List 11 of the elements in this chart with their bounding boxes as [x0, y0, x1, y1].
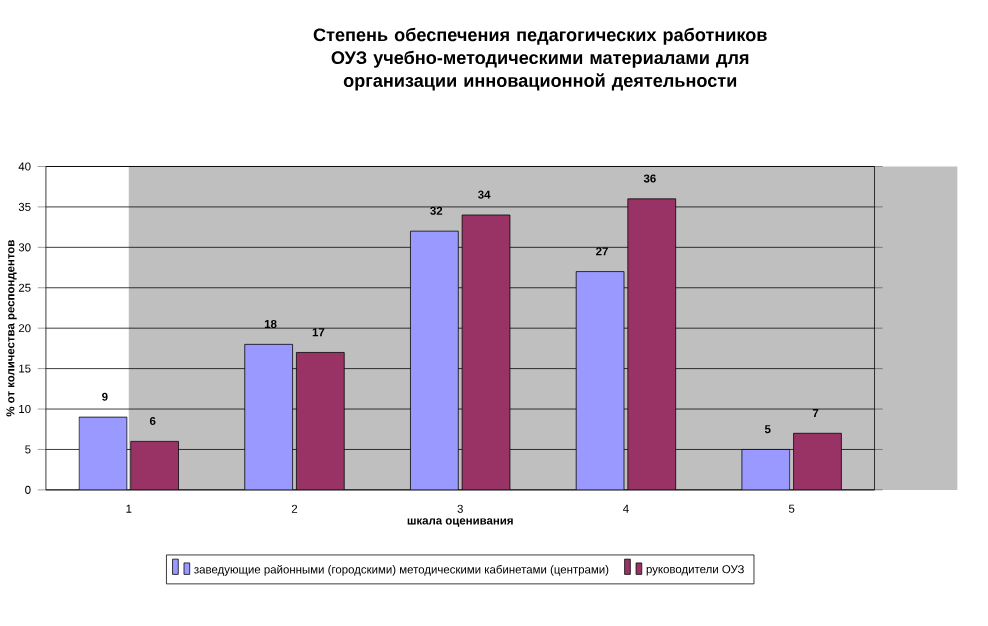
- bar: [741, 449, 791, 491]
- bar: [575, 271, 625, 491]
- bar: [78, 416, 128, 491]
- bar: [793, 433, 842, 491]
- bar: [244, 344, 293, 491]
- bar: [461, 214, 511, 491]
- chart-title: Степень обеспечения педагогических работников ОУЗ учебно-методическими материалами для организации инновационной деятельности: [313, 27, 767, 91]
- bar: [627, 198, 677, 491]
- bar: [130, 441, 179, 491]
- bar: [296, 352, 345, 491]
- bar: [410, 230, 459, 491]
